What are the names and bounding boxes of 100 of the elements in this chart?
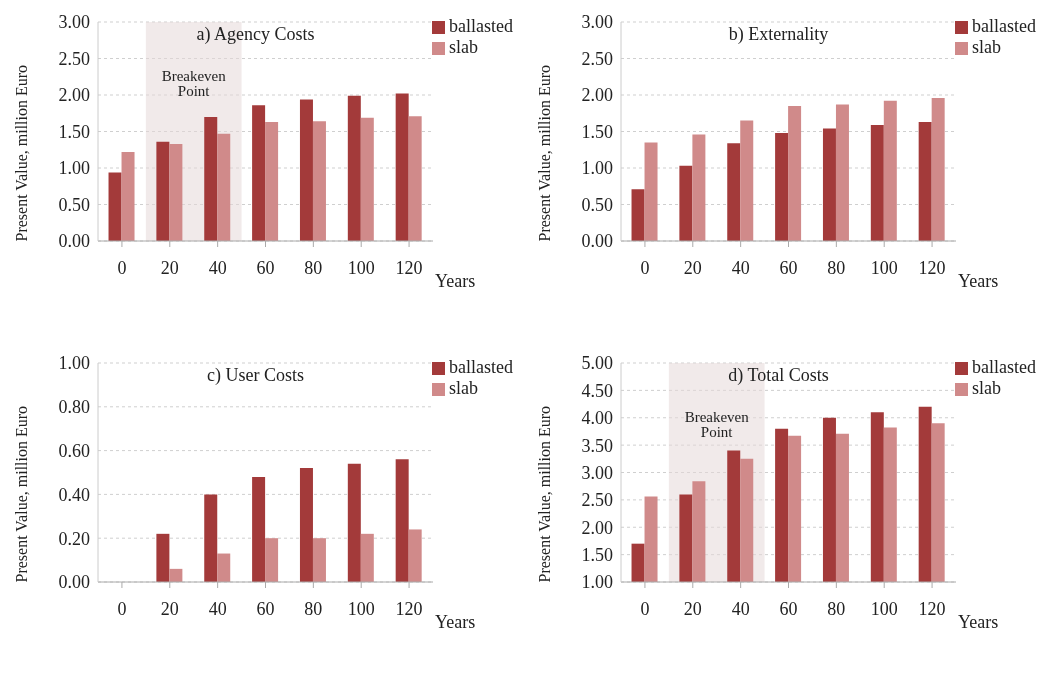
y-tick-label: 2.50 xyxy=(581,490,613,511)
bar xyxy=(360,117,374,241)
y-tick-label: 3.00 xyxy=(581,462,613,483)
bar xyxy=(299,468,313,582)
x-axis-title: Years xyxy=(958,271,999,292)
bar xyxy=(740,120,754,241)
y-tick-label: 0.20 xyxy=(58,528,90,549)
x-tick-label: 0 xyxy=(640,257,650,278)
legend-label: slab xyxy=(972,37,1002,57)
bar xyxy=(299,99,313,241)
y-tick-label: 2.00 xyxy=(581,517,613,538)
bar xyxy=(265,122,279,241)
x-tick-label: 40 xyxy=(208,598,227,619)
x-tick-label: 100 xyxy=(347,257,375,278)
y-tick-label: 5.00 xyxy=(581,353,613,374)
x-tick-label: 100 xyxy=(347,598,375,619)
bar xyxy=(727,143,741,241)
legend-label: slab xyxy=(972,378,1002,398)
y-tick-label: 0.00 xyxy=(581,231,613,252)
bar xyxy=(835,104,849,241)
band-label: Breakeven Point xyxy=(161,67,227,99)
x-tick-label: 100 xyxy=(870,257,898,278)
x-tick-label: 120 xyxy=(918,257,946,278)
x-tick-label: 40 xyxy=(731,257,750,278)
x-tick-label: 80 xyxy=(304,598,323,619)
bar xyxy=(312,121,326,241)
x-tick-label: 60 xyxy=(256,257,275,278)
bar xyxy=(395,93,409,241)
y-tick-label: 0.00 xyxy=(58,572,90,593)
y-tick-label: 0.50 xyxy=(58,194,90,215)
x-tick-label: 0 xyxy=(640,598,650,619)
bar xyxy=(156,141,170,241)
y-tick-label: 1.00 xyxy=(581,572,613,593)
bar xyxy=(204,116,218,241)
y-tick-label: 1.50 xyxy=(581,121,613,142)
y-tick-label: 3.00 xyxy=(58,12,90,33)
y-tick-label: 1.00 xyxy=(581,158,613,179)
legend-label: ballasted xyxy=(449,357,513,377)
bar xyxy=(775,132,789,241)
y-tick-label: 3.00 xyxy=(581,12,613,33)
y-tick-label: 4.50 xyxy=(581,380,613,401)
bar xyxy=(169,143,183,241)
x-tick-label: 40 xyxy=(208,257,227,278)
x-tick-label: 20 xyxy=(683,257,702,278)
bar xyxy=(931,97,945,241)
x-tick-label: 80 xyxy=(827,598,846,619)
y-axis-title: Present Value, million Euro xyxy=(535,405,553,583)
bar xyxy=(121,151,135,241)
legend-label: ballasted xyxy=(972,16,1036,36)
x-tick-label: 20 xyxy=(683,598,702,619)
y-axis-title: Present Value, million Euro xyxy=(12,64,30,242)
bar xyxy=(395,459,409,582)
bar xyxy=(108,172,122,241)
bar xyxy=(217,133,231,241)
x-axis-title: Years xyxy=(435,271,476,292)
bar xyxy=(870,124,884,241)
y-tick-label: 2.50 xyxy=(581,48,613,69)
x-tick-label: 40 xyxy=(731,598,750,619)
bar xyxy=(217,553,231,582)
y-tick-label: 2.00 xyxy=(58,85,90,106)
bar xyxy=(408,116,422,241)
y-tick-label: 0.50 xyxy=(581,194,613,215)
bar xyxy=(679,165,693,241)
y-tick-label: 4.00 xyxy=(581,408,613,429)
x-axis-title: Years xyxy=(435,612,476,633)
y-tick-label: 1.00 xyxy=(58,353,90,374)
bar xyxy=(347,463,361,582)
bar xyxy=(822,128,836,241)
x-tick-label: 120 xyxy=(395,598,423,619)
x-axis-title: Years xyxy=(958,612,999,633)
x-tick-label: 60 xyxy=(779,257,798,278)
bar xyxy=(788,105,802,241)
bar xyxy=(883,100,897,241)
legend-label: slab xyxy=(449,378,479,398)
y-tick-label: 2.00 xyxy=(581,85,613,106)
x-tick-label: 20 xyxy=(160,598,179,619)
bar xyxy=(252,476,266,582)
y-tick-label: 2.50 xyxy=(58,48,90,69)
legend-label: ballasted xyxy=(449,16,513,36)
bar xyxy=(644,142,658,241)
y-tick-label: 0.40 xyxy=(58,484,90,505)
x-tick-label: 60 xyxy=(779,598,798,619)
chart-title: d) Total Costs xyxy=(727,365,830,386)
y-tick-label: 1.50 xyxy=(581,545,613,566)
band-label: Breakeven Point xyxy=(684,408,750,440)
legend-label: ballasted xyxy=(972,357,1036,377)
y-tick-label: 1.50 xyxy=(58,121,90,142)
y-axis-title: Present Value, million Euro xyxy=(12,405,30,583)
bar xyxy=(204,494,218,582)
x-tick-label: 60 xyxy=(256,598,275,619)
x-tick-label: 0 xyxy=(117,257,127,278)
bar xyxy=(169,568,183,582)
bar xyxy=(347,95,361,241)
bar xyxy=(631,189,645,241)
chart-title: a) Agency Costs xyxy=(195,24,316,45)
bar xyxy=(252,105,266,241)
x-tick-label: 20 xyxy=(160,257,179,278)
bar xyxy=(408,529,422,582)
y-tick-label: 0.00 xyxy=(58,231,90,252)
bar xyxy=(692,134,706,241)
